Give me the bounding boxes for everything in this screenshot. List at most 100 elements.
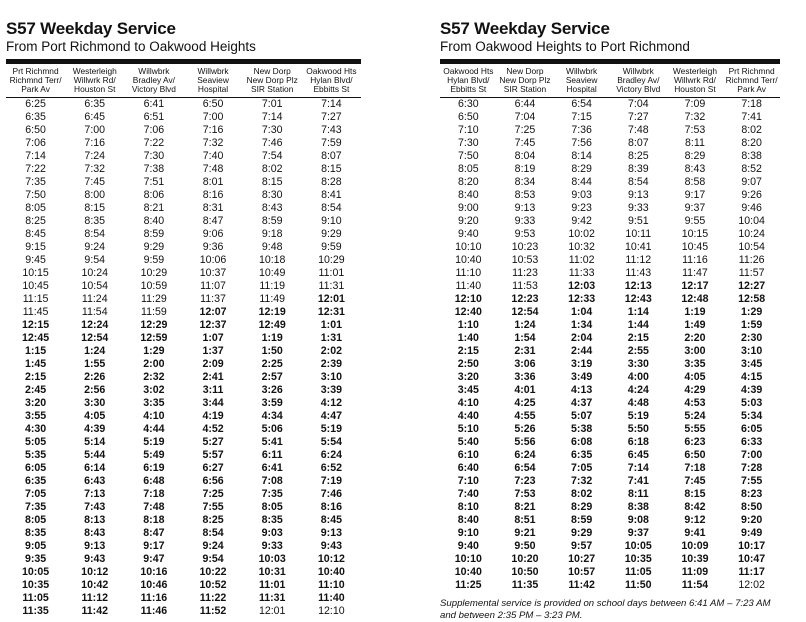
departure-time: 7:48 bbox=[143, 501, 165, 513]
departure-time: 10:24 bbox=[738, 228, 765, 240]
departure-time: 8:54 bbox=[202, 527, 224, 539]
departure-time: 10:20 bbox=[511, 553, 539, 565]
trip-row: 10:45 10:54 10:59 11:07 11:19 11:31 bbox=[6, 280, 361, 293]
departure-time: 10:35 bbox=[624, 553, 652, 565]
trip-row: 9:15 9:24 9:29 9:36 9:48 9:59 bbox=[6, 241, 361, 254]
departure-time: 11:29 bbox=[141, 293, 167, 305]
departure-time: 12:01 bbox=[258, 605, 286, 617]
departure-time: 9:13 bbox=[514, 202, 536, 214]
departure-time: 11:40 bbox=[318, 592, 345, 604]
departure-time: 5:19 bbox=[627, 410, 649, 422]
departure-time: 7:00 bbox=[202, 111, 224, 123]
departure-time: 9:29 bbox=[321, 228, 342, 240]
departure-time: 8:05 bbox=[24, 514, 47, 526]
departure-time: 4:24 bbox=[627, 384, 649, 396]
departure-time: 5:49 bbox=[143, 449, 165, 461]
departure-time: 7:40 bbox=[202, 150, 224, 162]
departure-time: 11:35 bbox=[511, 579, 539, 591]
departure-time: 7:46 bbox=[261, 137, 283, 149]
departure-time: 11:35 bbox=[22, 605, 49, 617]
trip-row: 2:15 2:26 2:32 2:41 2:57 3:10 bbox=[6, 371, 361, 384]
departure-time: 9:05 bbox=[24, 540, 47, 552]
departure-time: 3:55 bbox=[24, 410, 47, 422]
departure-time: 7:30 bbox=[143, 150, 165, 162]
stop-header: Westerleigh Willwrk Rd/Houston St bbox=[666, 64, 724, 98]
departure-time: 5:27 bbox=[202, 436, 224, 448]
departure-time: 7:10 bbox=[457, 475, 479, 487]
departure-time: 1:55 bbox=[84, 358, 106, 370]
departure-time: 9:36 bbox=[202, 241, 224, 253]
departure-time: 7:19 bbox=[320, 475, 342, 487]
departure-time: 10:27 bbox=[568, 553, 596, 565]
trip-row: 10:35 10:42 10:46 10:52 11:01 11:10 bbox=[6, 579, 361, 592]
departure-time: 9:54 bbox=[84, 254, 106, 266]
departure-time: 10:29 bbox=[318, 254, 345, 266]
departure-time: 9:33 bbox=[627, 202, 649, 214]
departure-time: 5:35 bbox=[24, 449, 47, 461]
departure-time: 8:47 bbox=[202, 215, 224, 227]
departure-time: 5:40 bbox=[457, 436, 479, 448]
departure-time: 11:54 bbox=[681, 579, 709, 591]
departure-time: 4:55 bbox=[514, 410, 536, 422]
departure-time: 8:43 bbox=[84, 527, 106, 539]
departure-time: 8:47 bbox=[143, 527, 165, 539]
departure-time: 4:37 bbox=[571, 397, 593, 409]
departure-time: 7:36 bbox=[571, 124, 592, 136]
trip-row: 9:40 9:50 9:57 10:05 10:09 10:17 bbox=[440, 540, 780, 553]
departure-time: 8:45 bbox=[320, 514, 342, 526]
departure-time: 3:45 bbox=[457, 384, 479, 396]
departure-time: 12:02 bbox=[738, 579, 765, 591]
stop-header: Willwbrk Bradley Av/Victory Blvd bbox=[124, 64, 184, 98]
departure-time: 5:44 bbox=[84, 449, 106, 461]
departure-time: 5:03 bbox=[741, 397, 763, 409]
departure-time: 1:10 bbox=[457, 319, 479, 331]
departure-time: 7:53 bbox=[684, 124, 706, 136]
departure-time: 8:07 bbox=[321, 150, 342, 162]
departure-time: 10:09 bbox=[681, 540, 709, 552]
trip-row: 2:50 3:06 3:19 3:30 3:35 3:45 bbox=[440, 358, 780, 371]
stop-header-line: New Dorp bbox=[506, 66, 544, 76]
departure-time: 12:59 bbox=[140, 332, 168, 344]
stop-header-line: New Dorp Plz bbox=[246, 75, 298, 85]
trip-row: 4:30 4:39 4:44 4:52 5:06 5:19 bbox=[6, 423, 361, 436]
stop-header-line: Oakwood Hts bbox=[443, 66, 494, 76]
departure-time: 11:26 bbox=[738, 254, 765, 266]
departure-time: 8:02 bbox=[741, 124, 762, 136]
departure-time: 8:38 bbox=[627, 501, 649, 513]
departure-time: 1:49 bbox=[684, 319, 706, 331]
trip-row: 8:40 8:53 9:03 9:13 9:17 9:26 bbox=[440, 189, 780, 202]
departure-time: 11:02 bbox=[568, 254, 595, 266]
departure-time: 4:12 bbox=[320, 397, 342, 409]
departure-time: 12:07 bbox=[199, 306, 227, 318]
departure-time: 10:59 bbox=[140, 280, 168, 292]
departure-time: 9:26 bbox=[741, 189, 762, 201]
departure-time: 6:48 bbox=[143, 475, 165, 487]
departure-time: 12:40 bbox=[454, 306, 482, 318]
timetable-title: S57 Weekday Service bbox=[6, 19, 176, 38]
trip-row: 4:10 4:25 4:37 4:48 4:53 5:03 bbox=[440, 397, 780, 410]
departure-time: 8:00 bbox=[84, 189, 106, 201]
departure-time: 8:54 bbox=[321, 202, 342, 214]
stop-header: Willwbrk Seaview Hospital bbox=[553, 64, 610, 98]
departure-time: 6:24 bbox=[514, 449, 536, 461]
departure-time: 12:48 bbox=[681, 293, 709, 305]
departure-time: 10:50 bbox=[511, 566, 539, 578]
stop-header-line: SIR Station bbox=[251, 84, 294, 94]
departure-time: 7:30 bbox=[261, 124, 283, 136]
departure-time: 7:05 bbox=[571, 462, 593, 474]
trip-row: 10:10 10:23 10:32 10:41 10:45 10:54 bbox=[440, 241, 780, 254]
departure-time: 10:45 bbox=[22, 280, 49, 292]
departure-time: 3:10 bbox=[741, 345, 763, 357]
departure-time: 2:09 bbox=[202, 358, 224, 370]
departure-time: 11:10 bbox=[455, 267, 482, 279]
departure-time: 8:40 bbox=[457, 514, 479, 526]
departure-time: 9:06 bbox=[202, 228, 224, 240]
departure-time: 8:25 bbox=[202, 514, 224, 526]
departure-time: 8:15 bbox=[684, 488, 706, 500]
trip-row: 5:40 5:56 6:08 6:18 6:23 6:33 bbox=[440, 436, 780, 449]
stop-header: New Dorp New Dorp Plz SIR Station bbox=[242, 64, 302, 98]
departure-time: 4:48 bbox=[627, 397, 649, 409]
departure-time: 5:26 bbox=[514, 423, 536, 435]
trip-row: 7:40 7:53 8:02 8:11 8:15 8:23 bbox=[440, 488, 780, 501]
departure-time: 10:17 bbox=[738, 540, 766, 552]
